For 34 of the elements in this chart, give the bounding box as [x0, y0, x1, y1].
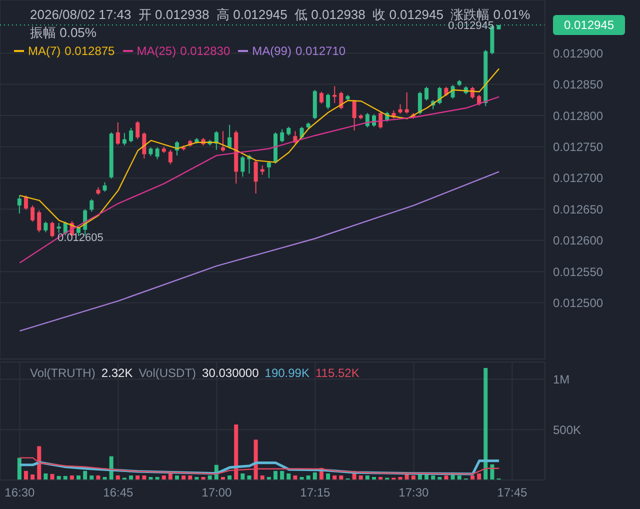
y-tick-label: 0.012550 [553, 264, 604, 279]
annotation: Vol(USDT) [138, 366, 196, 380]
x-tick-label: 17:00 [202, 486, 232, 500]
legend-label: MA(7) [28, 44, 61, 58]
y-tick-label: 0.012750 [553, 140, 604, 154]
annotation: 30.030000 [202, 366, 259, 380]
annotation: 0.012605 [58, 232, 104, 244]
x-tick-label: 17:45 [497, 486, 528, 500]
annotation: Vol(TRUTH) [30, 366, 96, 380]
x-tick-label: 17:30 [398, 486, 430, 500]
y-tick-label: 0.012850 [553, 78, 604, 92]
annotation: 0.012710 [295, 44, 346, 58]
annotation: 2.32K [101, 366, 133, 380]
x-tick-label: 17:15 [300, 486, 331, 500]
y-tick-label: 0.012700 [553, 171, 604, 186]
y-tick-label: 1M [553, 372, 570, 386]
x-tick-label: 16:45 [103, 486, 134, 500]
y-tick-label: 0.012600 [553, 234, 604, 248]
annotation: 0.012830 [180, 44, 230, 58]
y-tick-label: 500K [553, 422, 582, 437]
annotation: 0.012945 [448, 20, 494, 32]
ref-line-label: 0.012945 [564, 18, 614, 32]
y-tick-label: 0.012800 [553, 108, 604, 123]
legend-label: MA(25) [136, 44, 176, 58]
annotation: 2026/08/02 17:43 开 0.012938 高 0.012945 低 0.012938 收 0.012945 涨跌幅 0.01% [30, 6, 530, 22]
annotation: 115.52K [316, 366, 360, 380]
y-tick-label: 0.012900 [553, 46, 604, 60]
annotation: 0.012875 [64, 44, 115, 58]
y-tick-label: 0.012500 [553, 296, 604, 310]
y-tick-label: 0.012650 [553, 202, 604, 216]
x-tick-label: 16:30 [4, 486, 36, 500]
annotation: 振幅 0.05% [30, 25, 96, 40]
annotation: 190.99K [264, 366, 310, 380]
legend-label: MA(99) [252, 44, 292, 58]
